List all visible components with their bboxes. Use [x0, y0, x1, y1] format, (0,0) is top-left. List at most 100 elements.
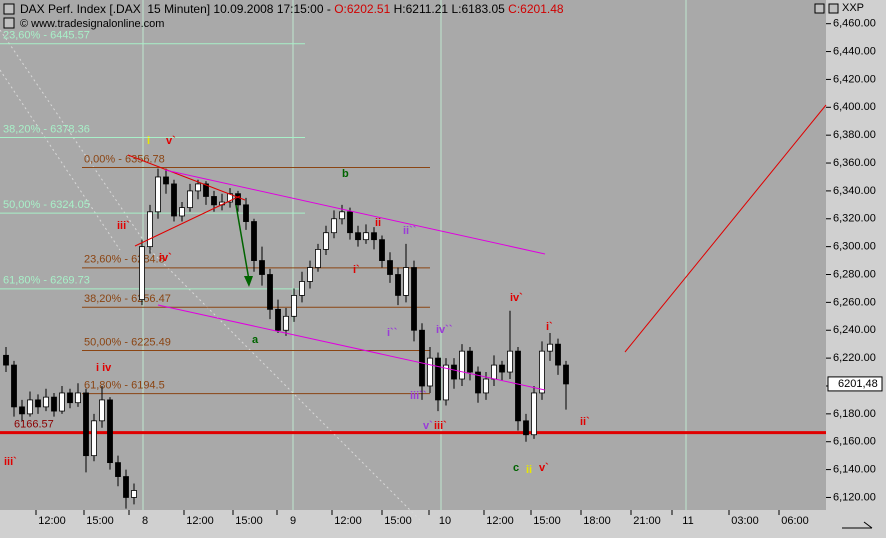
wave-label: i``	[387, 327, 398, 339]
candle-body	[499, 364, 505, 373]
x-tick-label: 18:00	[583, 515, 611, 527]
candle-body	[123, 476, 129, 498]
wave-label: iv`	[159, 252, 172, 264]
candle-body	[555, 343, 561, 366]
candle-body	[379, 239, 385, 261]
candle-body	[475, 371, 481, 394]
candle-body	[139, 246, 145, 300]
wave-label: b	[342, 168, 349, 180]
candle-body	[339, 211, 345, 220]
x-axis-panel	[0, 510, 826, 538]
wave-label: v`	[539, 462, 549, 474]
guide	[0, 69, 121, 251]
candle-body	[371, 232, 377, 241]
wave-label: a	[252, 334, 259, 346]
candle-body	[307, 267, 313, 282]
wave-label: iv``	[436, 324, 453, 336]
candle-body	[515, 350, 521, 422]
icon[interactable]	[3, 17, 15, 29]
candle-body	[395, 274, 401, 296]
candle-body	[315, 249, 321, 268]
wave-label: iii``	[410, 390, 427, 402]
candle-body	[83, 392, 89, 457]
y-tick-label: 6,260.00	[833, 296, 876, 308]
x-tick-label: 21:00	[633, 515, 661, 527]
icon[interactable]	[3, 3, 15, 15]
level-label: 50,00% - 6225.49	[84, 336, 171, 348]
candle-body	[251, 221, 257, 261]
candle-body	[523, 420, 529, 436]
wave-label: c	[513, 462, 519, 474]
scroll-icon[interactable]	[863, 521, 873, 529]
candle-body	[227, 193, 233, 203]
wave-label: v`	[423, 420, 433, 432]
low: L:6183.05	[451, 2, 505, 16]
wave-label: i`	[353, 264, 360, 276]
x-tick-label: 12:00	[186, 515, 214, 527]
candle-body	[347, 211, 353, 234]
y-tick-label: 6,460.00	[833, 18, 876, 30]
level-label: 61,80% - 6269.73	[3, 275, 90, 287]
arrow	[235, 204, 250, 281]
y-tick-label: 6,340.00	[833, 185, 876, 197]
high: H:6211.21	[393, 2, 449, 16]
close: C:6201.48	[508, 2, 564, 16]
candle-body	[451, 364, 457, 380]
x-tick-label: 06:00	[781, 515, 809, 527]
y-tick-label: 6,300.00	[833, 241, 876, 253]
candle-body	[59, 392, 65, 412]
wave-label: i iv	[96, 362, 112, 374]
candle-body	[195, 183, 201, 192]
toolbar-icons	[3, 3, 873, 529]
candle-body	[419, 329, 425, 387]
candle-body	[483, 378, 489, 394]
candle-body	[35, 399, 41, 408]
candle-body	[459, 350, 465, 380]
channel-line	[164, 169, 546, 255]
channel-line	[157, 304, 546, 391]
candle-body	[323, 232, 329, 250]
level-label: 23,60% - 6284.8	[84, 254, 165, 266]
candle-body	[299, 281, 305, 296]
candle-body	[187, 190, 193, 209]
wave-label: ii`	[580, 416, 590, 428]
candle-body	[507, 350, 513, 373]
trend-line	[134, 195, 241, 247]
x-tick-label: 12:00	[486, 515, 514, 527]
candle-body	[563, 364, 569, 385]
y-tick-label: 6,440.00	[833, 45, 876, 57]
y-tick-label: 6,160.00	[833, 436, 876, 448]
candle-body	[19, 406, 25, 415]
x-tick-label: 15:00	[384, 515, 412, 527]
last-price-label: 6201,48	[838, 378, 878, 390]
x-tick-label: 8	[142, 515, 148, 527]
wave-label: ii	[375, 217, 381, 229]
y-axis-panel	[826, 0, 886, 538]
icon[interactable]	[814, 3, 825, 14]
x-tick-label: 12:00	[334, 515, 362, 527]
candle-body	[163, 176, 169, 185]
wave-label: iv`	[510, 292, 523, 304]
candle-body	[387, 260, 393, 275]
candle-body	[435, 357, 441, 401]
candle-body	[67, 392, 73, 404]
level-label: 23,60% - 6445.57	[3, 30, 90, 42]
icon[interactable]	[828, 3, 839, 14]
y-tick-label: 6,320.00	[833, 213, 876, 225]
plot-area	[0, 0, 826, 510]
guide	[149, 249, 421, 521]
level-label: 38,20% - 6256.47	[84, 293, 171, 305]
projection-line	[624, 104, 827, 353]
candle-body	[75, 392, 81, 404]
last-price-box	[827, 376, 883, 392]
trend-line	[127, 154, 246, 201]
header: DAX Perf. Index [.DAX 15 Minuten] 10.09.…	[20, 2, 564, 16]
x-tick-label: 12:00	[38, 515, 66, 527]
y-tick-label: 6,220.00	[833, 352, 876, 364]
candle-body	[403, 267, 409, 296]
level-label: 6166.57	[14, 418, 54, 430]
candle-body	[91, 420, 97, 457]
level-label: 0,00% - 6356.78	[84, 153, 165, 165]
